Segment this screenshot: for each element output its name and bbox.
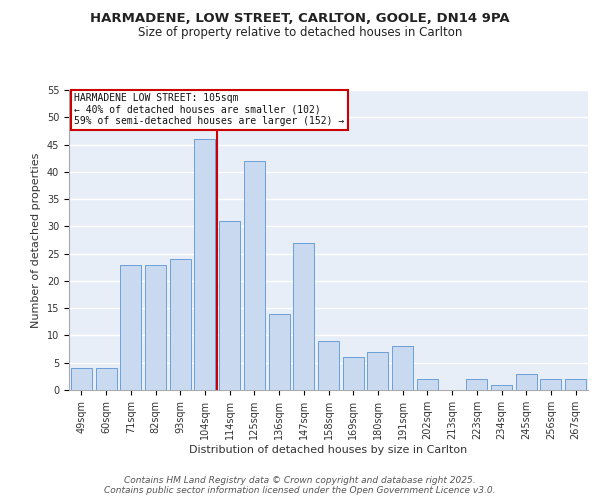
Bar: [491, 384, 512, 390]
Text: HARMADENE, LOW STREET, CARLTON, GOOLE, DN14 9PA: HARMADENE, LOW STREET, CARLTON, GOOLE, D…: [90, 12, 510, 26]
Bar: [244, 161, 265, 390]
Bar: [516, 374, 537, 390]
Text: Contains HM Land Registry data © Crown copyright and database right 2025.
Contai: Contains HM Land Registry data © Crown c…: [104, 476, 496, 495]
Text: HARMADENE LOW STREET: 105sqm
← 40% of detached houses are smaller (102)
59% of s: HARMADENE LOW STREET: 105sqm ← 40% of de…: [74, 93, 344, 126]
Bar: [170, 259, 191, 390]
Bar: [565, 379, 586, 390]
Bar: [194, 139, 215, 390]
X-axis label: Distribution of detached houses by size in Carlton: Distribution of detached houses by size …: [190, 444, 467, 454]
Bar: [466, 379, 487, 390]
Bar: [293, 242, 314, 390]
Y-axis label: Number of detached properties: Number of detached properties: [31, 152, 41, 328]
Bar: [120, 264, 141, 390]
Bar: [367, 352, 388, 390]
Bar: [219, 221, 240, 390]
Bar: [343, 358, 364, 390]
Bar: [417, 379, 438, 390]
Bar: [392, 346, 413, 390]
Bar: [269, 314, 290, 390]
Bar: [145, 264, 166, 390]
Text: Size of property relative to detached houses in Carlton: Size of property relative to detached ho…: [138, 26, 462, 39]
Bar: [95, 368, 116, 390]
Bar: [71, 368, 92, 390]
Bar: [318, 341, 339, 390]
Bar: [541, 379, 562, 390]
